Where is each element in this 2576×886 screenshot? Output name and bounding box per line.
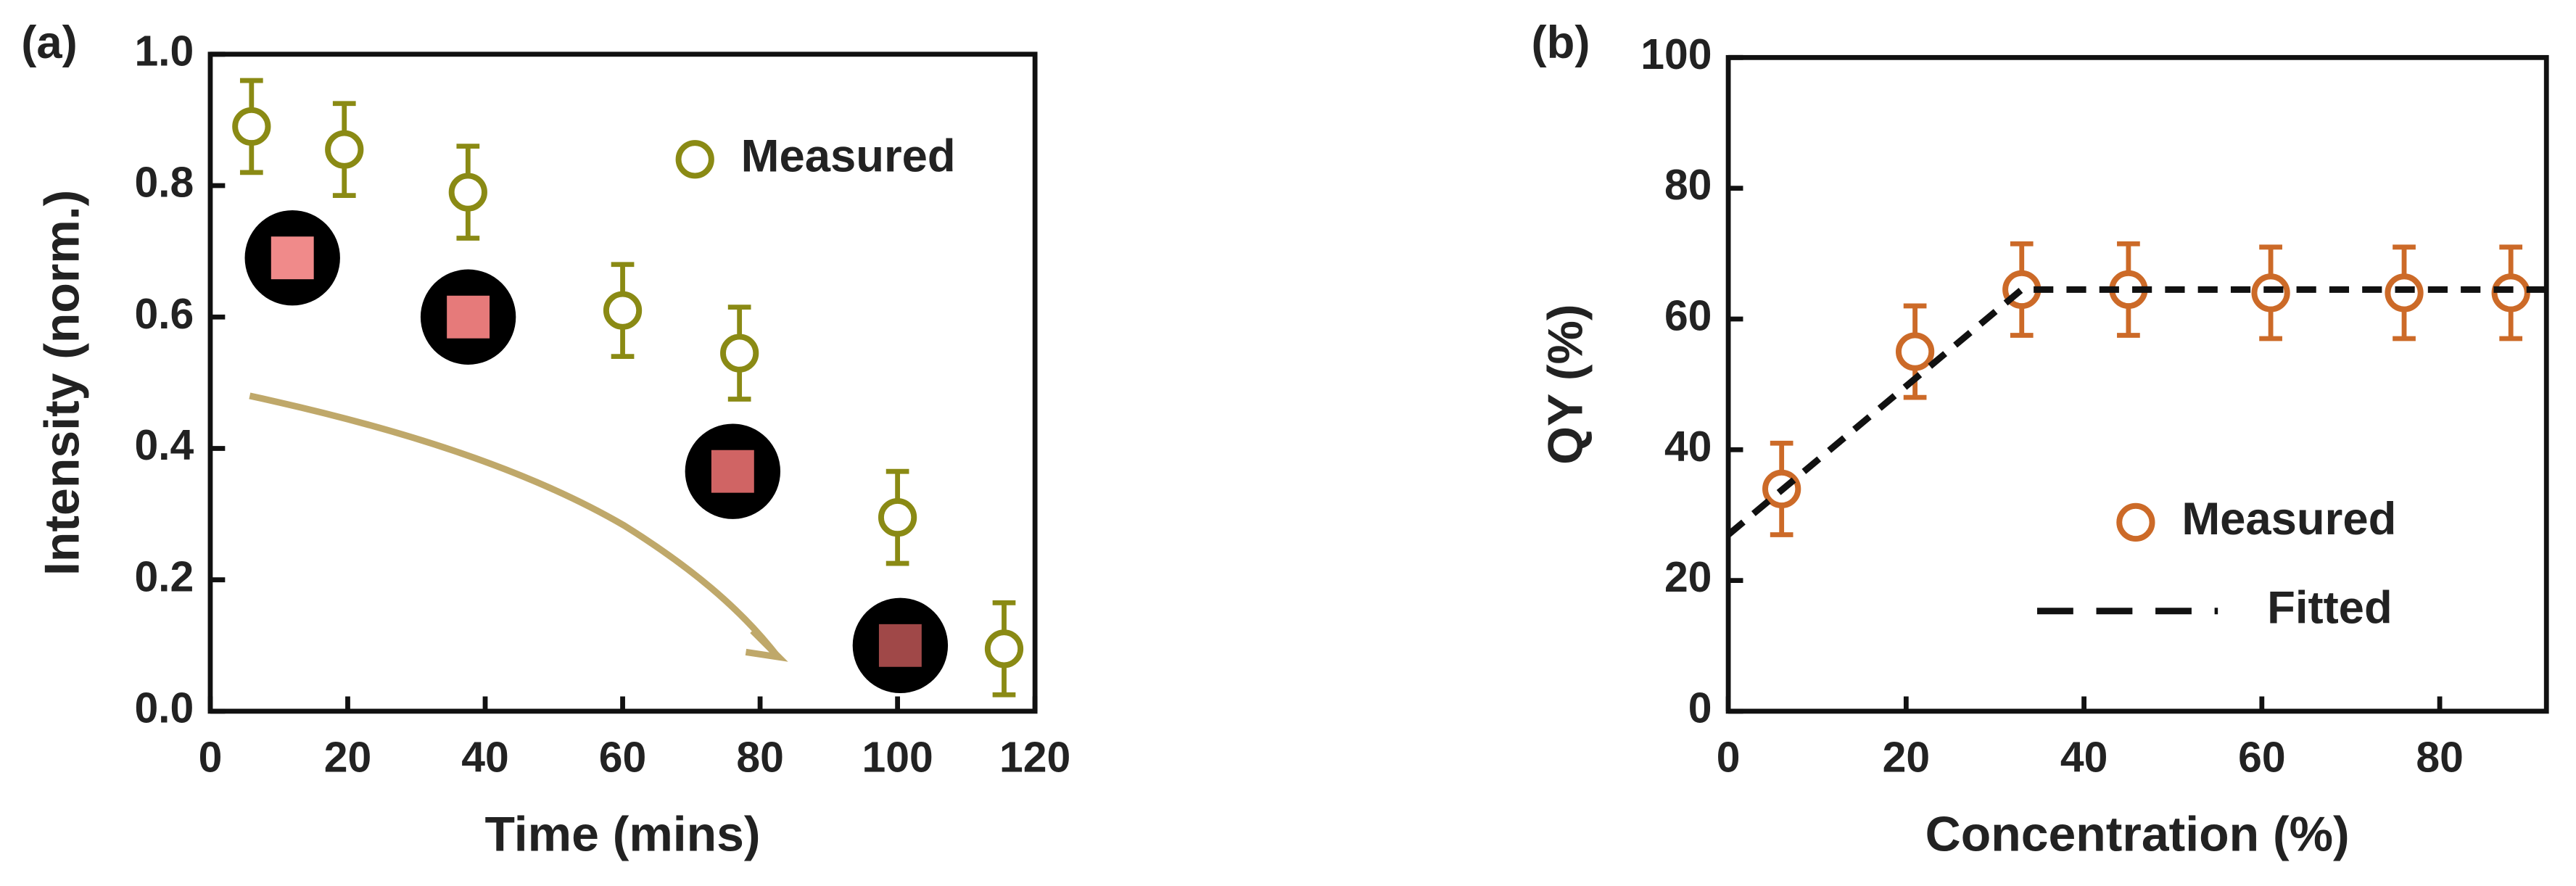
- y-tick-label: 20: [1664, 554, 1712, 601]
- y-axis-label: Intensity (norm.): [35, 190, 90, 576]
- x-tick-label: 60: [599, 734, 646, 781]
- x-axis-label: Concentration (%): [1925, 806, 2350, 861]
- nanocrystal-icons: [244, 210, 949, 694]
- y-tick-label: 0.6: [134, 291, 194, 338]
- y-tick-label: 1.0: [134, 28, 194, 75]
- legend-label: Measured: [741, 131, 956, 182]
- legend-marker: [675, 140, 714, 179]
- y-tick-label: 60: [1664, 293, 1712, 340]
- arrow-head: [745, 628, 788, 662]
- x-tick-label: 80: [2416, 734, 2464, 781]
- x-tick-label: 20: [1883, 734, 1931, 781]
- marker: [984, 629, 1024, 668]
- y-tick-label: 100: [1640, 31, 1712, 78]
- marker: [878, 498, 917, 537]
- marker: [232, 107, 271, 146]
- panel-label: (b): [1532, 17, 1590, 68]
- marker: [325, 130, 364, 169]
- trend-arrow: [249, 392, 778, 656]
- y-axis-label: QY (%): [1537, 304, 1593, 464]
- x-tick-label: 100: [862, 734, 933, 781]
- x-tick-label: 80: [736, 734, 783, 781]
- legend-label: Fitted: [2267, 582, 2393, 633]
- marker: [720, 334, 759, 373]
- icon: [852, 597, 949, 694]
- x-tick-label: 40: [2060, 734, 2108, 781]
- x-axis-label: Time (mins): [485, 806, 761, 861]
- y-tick-label: 40: [1664, 423, 1712, 471]
- y-tick-label: 0.2: [134, 553, 194, 600]
- y-tick-label: 80: [1664, 162, 1712, 209]
- x-tick-label: 40: [461, 734, 509, 781]
- panel-label: (a): [21, 17, 77, 68]
- x-tick-label: 0: [199, 734, 223, 781]
- x-tick-label: 120: [999, 734, 1070, 781]
- icon: [244, 210, 340, 306]
- x-tick-label: 60: [2238, 734, 2286, 781]
- fit-line: [1726, 286, 2547, 537]
- y-tick-label: 0.8: [134, 160, 194, 207]
- plot-frame: [1725, 54, 2549, 714]
- y-tick-label: 0.0: [134, 684, 194, 732]
- marker: [603, 291, 643, 330]
- icon: [685, 423, 781, 519]
- legend-label: Measured: [2181, 494, 2396, 545]
- marker: [1895, 332, 1935, 371]
- legend-marker: [2116, 502, 2155, 542]
- marker: [448, 173, 487, 212]
- x-tick-label: 20: [324, 734, 372, 781]
- x-tick-label: 0: [1717, 734, 1741, 781]
- y-tick-label: 0.4: [134, 422, 194, 469]
- icon: [420, 269, 516, 365]
- y-tick-label: 0: [1688, 684, 1712, 732]
